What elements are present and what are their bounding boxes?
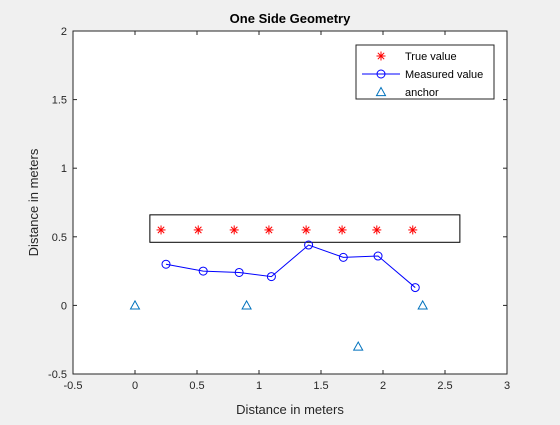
data-point: [161, 259, 171, 269]
legend-marker: [376, 69, 386, 79]
data-point: [408, 225, 418, 235]
annotation-layer: [149, 214, 461, 243]
data-point: [241, 299, 252, 310]
x-axis-label: Distance in meters: [236, 402, 344, 417]
legend-label: anchor: [405, 87, 439, 99]
legend-entry: Measured value: [362, 69, 483, 81]
legend-marker: [376, 51, 386, 61]
y-axis-label: Distance in meters: [26, 148, 41, 256]
legend-label: True value: [405, 51, 457, 63]
data-point: [373, 251, 383, 261]
y-tick-label: 0: [61, 300, 67, 312]
data-point: [156, 225, 166, 235]
x-tick-label: -0.5: [64, 380, 83, 392]
legend-entry: True value: [376, 51, 457, 63]
series-anchor: [129, 299, 429, 351]
x-tick-label: 0.5: [189, 380, 204, 392]
x-tick-label: 1: [256, 380, 262, 392]
legend: True value Measured value anchor: [355, 44, 495, 100]
x-tick-label: 2: [380, 380, 386, 392]
y-tick-label: 0.5: [52, 232, 67, 244]
legend-marker: [375, 86, 387, 97]
x-axis: -0.5 0 0.5 1 1.5 2 2.5 3: [64, 31, 510, 392]
data-point: [301, 225, 311, 235]
y-tick-label: 1: [61, 163, 67, 175]
series-measured-value: [161, 240, 420, 293]
data-point: [417, 299, 429, 310]
x-tick-label: 0: [132, 380, 138, 392]
data-point: [234, 267, 244, 277]
y-tick-label: 2: [61, 26, 67, 38]
data-point: [129, 299, 141, 310]
annotation-box: [149, 214, 461, 243]
y-axis: -0.5 0 0.5 1 1.5 2: [48, 26, 507, 381]
chart-title: One Side Geometry: [230, 11, 351, 26]
data-point: [193, 225, 203, 235]
y-tick-label: 1.5: [52, 95, 67, 107]
series-true-value: [156, 225, 418, 235]
legend-label: Measured value: [405, 69, 483, 81]
data-point: [410, 283, 420, 293]
x-tick-label: 1.5: [313, 380, 328, 392]
data-point: [372, 225, 382, 235]
y-tick-label: -0.5: [48, 369, 67, 381]
series-layer: [129, 225, 429, 351]
data-point: [266, 272, 276, 282]
data-point: [337, 225, 347, 235]
x-tick-label: 3: [504, 380, 510, 392]
legend-entry: anchor: [375, 86, 439, 99]
data-point: [229, 225, 239, 235]
data-point: [304, 240, 314, 250]
data-point: [264, 225, 274, 235]
series-line: [165, 244, 416, 288]
data-point: [198, 266, 208, 276]
data-point: [338, 252, 348, 262]
x-tick-label: 2.5: [437, 380, 452, 392]
data-point: [352, 341, 364, 351]
